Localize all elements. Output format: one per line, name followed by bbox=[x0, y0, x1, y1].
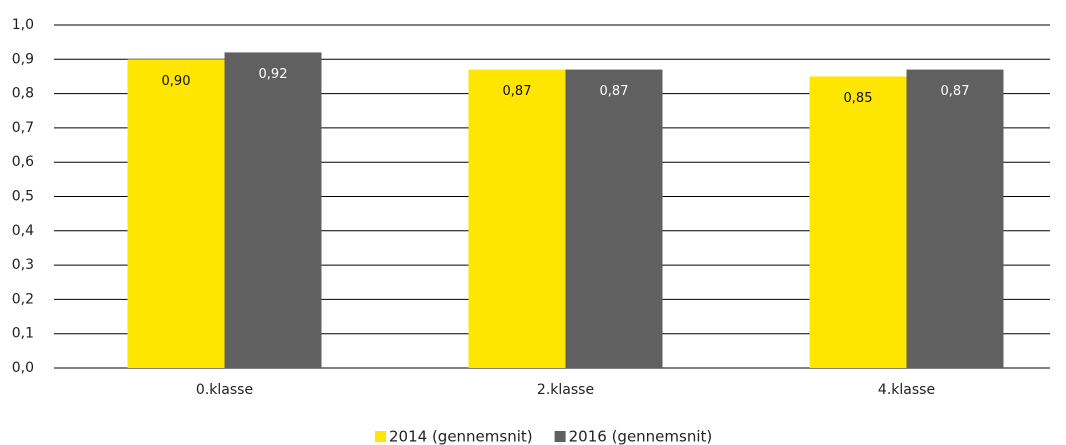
y-tick-label: 0,9 bbox=[12, 51, 34, 67]
bar bbox=[127, 59, 225, 369]
y-tick-label: 1,0 bbox=[12, 17, 34, 33]
bar bbox=[809, 76, 907, 368]
y-tick-label: 0,1 bbox=[12, 326, 34, 342]
data-label: 0,90 bbox=[162, 74, 191, 89]
y-tick-label: 0,3 bbox=[12, 257, 34, 273]
x-tick-label: 4.klasse bbox=[878, 382, 935, 398]
legend-label: 2016 (gennemsnit) bbox=[569, 428, 713, 445]
data-label: 0,85 bbox=[844, 91, 873, 106]
bar bbox=[565, 69, 663, 368]
data-label: 0,87 bbox=[941, 84, 970, 99]
x-tick-label: 0.klasse bbox=[196, 382, 253, 398]
y-tick-label: 0,2 bbox=[12, 291, 34, 307]
legend-swatch bbox=[554, 431, 566, 442]
bar bbox=[906, 69, 1004, 368]
y-tick-label: 0,5 bbox=[12, 189, 34, 205]
data-label: 0,87 bbox=[503, 84, 532, 99]
y-tick-label: 0,7 bbox=[12, 120, 34, 136]
data-label: 0,92 bbox=[259, 67, 288, 82]
y-tick-label: 0,4 bbox=[12, 223, 34, 239]
legend-label: 2014 (gennemsnit) bbox=[389, 428, 533, 445]
y-tick-label: 0,6 bbox=[12, 154, 34, 170]
x-tick-label: 2.klasse bbox=[537, 382, 594, 398]
legend-swatch bbox=[375, 431, 386, 442]
y-tick-label: 0,8 bbox=[12, 86, 34, 102]
bar bbox=[468, 69, 566, 368]
data-label: 0,87 bbox=[600, 84, 629, 99]
bar bbox=[224, 52, 322, 368]
y-tick-label: 0,0 bbox=[12, 360, 34, 376]
